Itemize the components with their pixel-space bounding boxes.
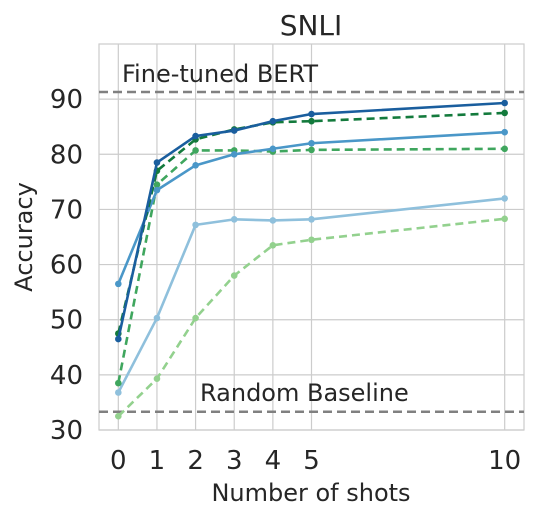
data-point	[308, 146, 315, 154]
chart-title: SNLI	[280, 9, 343, 42]
reference-label-random: Random Baseline	[200, 379, 409, 407]
y-tick-labels: 30 40 50 60 70 80 90	[50, 85, 83, 446]
y-tick-label: 90	[50, 85, 83, 115]
data-point	[115, 379, 122, 387]
data-point	[308, 110, 315, 118]
data-point	[269, 145, 277, 153]
data-point	[308, 216, 315, 223]
data-point	[192, 162, 199, 169]
y-tick-label: 70	[50, 195, 83, 225]
data-point	[115, 389, 122, 396]
data-point	[153, 314, 161, 322]
x-axis-title: Number of shots	[211, 479, 410, 507]
y-tick-label: 30	[50, 416, 83, 446]
data-point	[308, 236, 315, 244]
data-point	[269, 241, 277, 249]
data-point	[230, 127, 238, 134]
reference-lines	[99, 90, 524, 414]
data-point	[501, 99, 508, 107]
data-point	[115, 412, 122, 420]
data-point	[115, 280, 122, 288]
series-layer	[115, 99, 508, 420]
x-tick-label: 4	[265, 446, 282, 476]
data-point	[192, 147, 199, 154]
x-tick-label: 0	[110, 446, 127, 476]
data-point	[153, 375, 161, 383]
data-point	[501, 128, 508, 136]
data-point	[230, 272, 238, 279]
data-point	[192, 221, 199, 229]
data-point	[308, 117, 315, 125]
data-point	[153, 181, 161, 188]
data-point	[501, 109, 508, 117]
data-point	[192, 132, 199, 140]
x-tick-label: 3	[226, 446, 243, 476]
x-tick-labels: 0 1 2 3 4 5 10	[110, 446, 521, 476]
y-tick-label: 40	[50, 361, 83, 391]
data-point	[269, 217, 277, 224]
x-tick-label: 5	[303, 446, 320, 476]
reference-label-fine-tuned: Fine-tuned BERT	[122, 60, 318, 88]
data-point	[501, 215, 508, 223]
y-axis-title: Accuracy	[10, 182, 38, 292]
data-point	[192, 314, 199, 322]
x-tick-label: 10	[488, 446, 521, 476]
data-point	[308, 139, 315, 147]
data-point	[230, 216, 238, 223]
x-tick-label: 1	[149, 446, 166, 476]
data-point	[269, 117, 277, 125]
data-point	[230, 150, 238, 158]
data-point	[115, 335, 122, 343]
data-point	[501, 145, 508, 153]
data-point	[153, 186, 161, 194]
x-tick-label: 2	[187, 446, 204, 476]
y-tick-label: 60	[50, 251, 83, 281]
data-point	[501, 195, 508, 202]
data-point	[153, 159, 161, 166]
y-tick-label: 80	[50, 140, 83, 170]
y-tick-label: 50	[50, 306, 83, 336]
